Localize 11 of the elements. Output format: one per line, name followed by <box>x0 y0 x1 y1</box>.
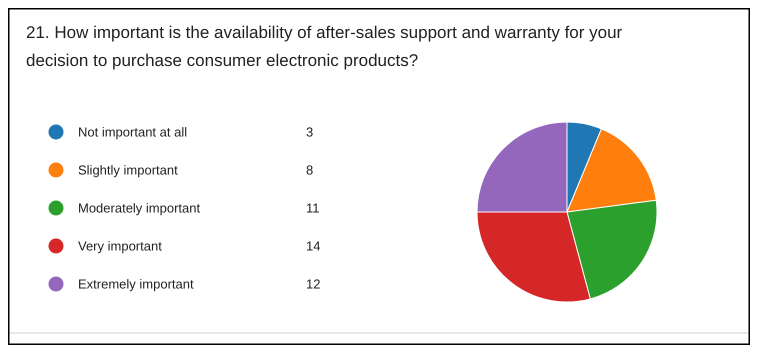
legend-label: Moderately important <box>78 200 200 216</box>
data-label: 8 <box>306 162 314 178</box>
legend-label: Extremely important <box>78 276 194 292</box>
data-label: 11 <box>306 200 320 216</box>
legend-label: Not important at all <box>78 124 188 140</box>
chart-title: 21. How important is the availability of after-sales support and warranty for your decision to purchase consumer electronic products? <box>26 23 623 70</box>
data-label: 3 <box>306 124 314 140</box>
legend-label: Slightly important <box>78 162 178 178</box>
data-label: 12 <box>306 276 320 292</box>
legend-label: Very important <box>78 238 162 254</box>
data-label: 14 <box>306 238 320 254</box>
